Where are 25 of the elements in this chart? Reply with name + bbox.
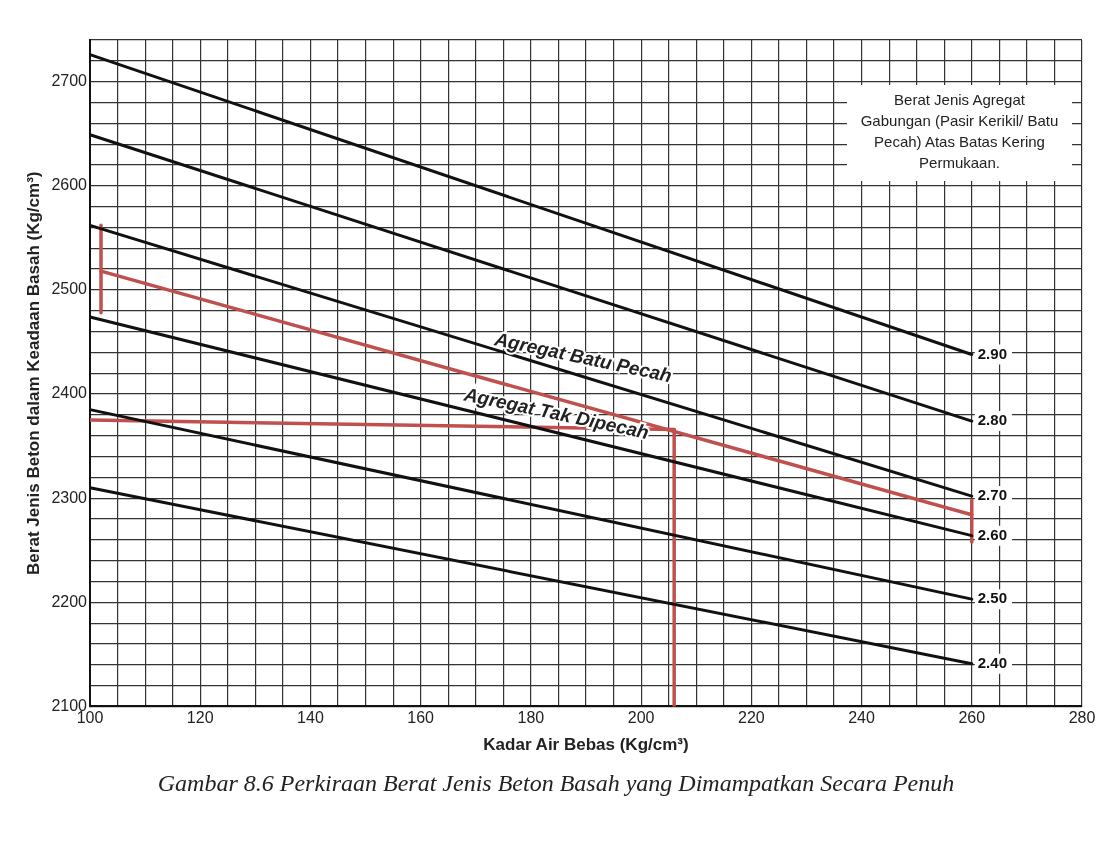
x-axis-title: Kadar Air Bebas (Kg/cm³) bbox=[483, 735, 689, 755]
y-axis-title: Berat Jenis Beton dalam Keadaan Basah (Kg/cm³) bbox=[23, 171, 43, 575]
series-label: 2.90 bbox=[977, 344, 1007, 362]
y-tick-label: 2200 bbox=[51, 592, 88, 610]
y-tick-label: 2400 bbox=[51, 384, 88, 402]
x-tick-label: 160 bbox=[407, 709, 435, 727]
series-label: 2.40 bbox=[977, 653, 1007, 671]
series-label: 2.80 bbox=[977, 411, 1007, 429]
x-tick-label: 260 bbox=[958, 709, 986, 727]
series-label: 2.70 bbox=[977, 486, 1007, 504]
y-tick-label: 2600 bbox=[51, 176, 88, 194]
x-tick-label: 200 bbox=[627, 709, 655, 727]
y-tick-label: 2700 bbox=[51, 72, 88, 90]
x-tick-label: 140 bbox=[297, 709, 324, 727]
x-tick-label: 220 bbox=[737, 709, 765, 727]
x-tick-label: 240 bbox=[848, 709, 875, 727]
annotation: Berat Jenis Agregat Gabungan (Pasir Kerikil/ Batu Pecah) Atas Batas Kering Permukaan. bbox=[860, 90, 1059, 171]
series-label: 2.50 bbox=[977, 589, 1007, 607]
x-tick-label: 120 bbox=[186, 709, 214, 727]
y-tick-label: 2500 bbox=[51, 280, 88, 298]
series-label: 2.60 bbox=[977, 525, 1007, 543]
y-tick-label: 2300 bbox=[51, 488, 88, 506]
x-tick-label: 280 bbox=[1068, 709, 1096, 727]
text: Gambar 8.6 Perkiraan Berat Jenis Beton Basah yang Dimampatkan Secara Penuh bbox=[156, 770, 956, 797]
x-tick-label: 180 bbox=[517, 709, 545, 727]
